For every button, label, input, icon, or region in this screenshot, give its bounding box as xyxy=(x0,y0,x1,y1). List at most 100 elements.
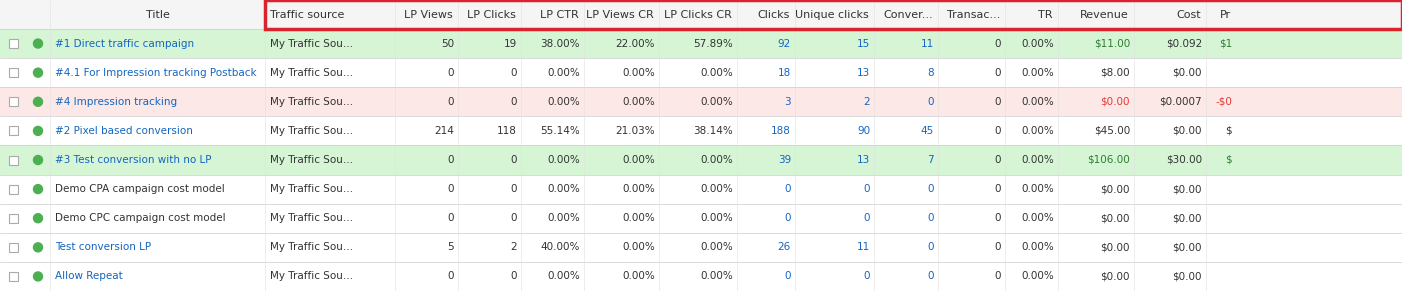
Text: #4 Impression tracking: #4 Impression tracking xyxy=(55,97,177,107)
Text: 0.00%: 0.00% xyxy=(1021,155,1054,165)
Text: 2: 2 xyxy=(510,242,517,252)
Text: 188: 188 xyxy=(771,126,791,136)
Text: #1 Direct traffic campaign: #1 Direct traffic campaign xyxy=(55,38,193,49)
Bar xyxy=(265,0,1402,29)
Text: #2 Pixel based conversion: #2 Pixel based conversion xyxy=(55,126,193,136)
FancyBboxPatch shape xyxy=(8,243,17,252)
Text: $106.00: $106.00 xyxy=(1087,155,1130,165)
Circle shape xyxy=(34,97,42,106)
Text: $11.00: $11.00 xyxy=(1094,38,1130,49)
FancyBboxPatch shape xyxy=(8,272,17,281)
Text: 0.00%: 0.00% xyxy=(547,213,580,223)
Circle shape xyxy=(34,184,42,194)
Text: 0.00%: 0.00% xyxy=(700,155,733,165)
Text: 57.89%: 57.89% xyxy=(693,38,733,49)
Text: Test conversion LP: Test conversion LP xyxy=(55,242,151,252)
Text: My Traffic Sou...: My Traffic Sou... xyxy=(271,272,353,281)
Text: 38.00%: 38.00% xyxy=(541,38,580,49)
Text: My Traffic Sou...: My Traffic Sou... xyxy=(271,97,353,107)
Bar xyxy=(0,58,1402,87)
Bar xyxy=(0,146,1402,175)
Circle shape xyxy=(34,39,42,48)
Text: 40.00%: 40.00% xyxy=(541,242,580,252)
Text: 0: 0 xyxy=(928,97,934,107)
Text: $0.00: $0.00 xyxy=(1101,242,1130,252)
Text: 0.00%: 0.00% xyxy=(1021,184,1054,194)
Text: 21.03%: 21.03% xyxy=(615,126,655,136)
Text: 15: 15 xyxy=(857,38,871,49)
Text: 0: 0 xyxy=(447,184,454,194)
Text: LP Views: LP Views xyxy=(404,10,453,19)
Bar xyxy=(0,262,1402,291)
Text: 19: 19 xyxy=(503,38,517,49)
Text: $0.00: $0.00 xyxy=(1101,272,1130,281)
Text: 0.00%: 0.00% xyxy=(622,97,655,107)
Text: $0.00: $0.00 xyxy=(1101,213,1130,223)
Text: 0.00%: 0.00% xyxy=(547,272,580,281)
Text: 0.00%: 0.00% xyxy=(547,97,580,107)
Text: Pr: Pr xyxy=(1220,10,1231,19)
Text: 92: 92 xyxy=(778,38,791,49)
Text: 0: 0 xyxy=(447,155,454,165)
Text: $0.092: $0.092 xyxy=(1165,38,1202,49)
Text: 90: 90 xyxy=(857,126,871,136)
Bar xyxy=(0,29,1402,58)
Text: 0: 0 xyxy=(447,97,454,107)
Text: Traffic source: Traffic source xyxy=(271,10,345,19)
Text: 5: 5 xyxy=(447,242,454,252)
Circle shape xyxy=(34,243,42,252)
Text: 11: 11 xyxy=(921,38,934,49)
Text: 0: 0 xyxy=(510,272,517,281)
Bar xyxy=(0,233,1402,262)
Bar xyxy=(0,0,1402,29)
Text: LP CTR: LP CTR xyxy=(540,10,579,19)
Text: 0: 0 xyxy=(864,213,871,223)
Text: 0.00%: 0.00% xyxy=(700,242,733,252)
Text: 0: 0 xyxy=(510,97,517,107)
Text: 22.00%: 22.00% xyxy=(615,38,655,49)
Text: $0.00: $0.00 xyxy=(1172,68,1202,78)
Text: 0.00%: 0.00% xyxy=(1021,38,1054,49)
Text: 55.14%: 55.14% xyxy=(540,126,580,136)
Text: 26: 26 xyxy=(778,242,791,252)
Text: Unique clicks: Unique clicks xyxy=(795,10,869,19)
Text: 3: 3 xyxy=(784,97,791,107)
Text: 0.00%: 0.00% xyxy=(622,242,655,252)
Text: Clicks: Clicks xyxy=(757,10,789,19)
Text: My Traffic Sou...: My Traffic Sou... xyxy=(271,155,353,165)
Text: My Traffic Sou...: My Traffic Sou... xyxy=(271,38,353,49)
Text: 0: 0 xyxy=(510,213,517,223)
Text: 0: 0 xyxy=(785,213,791,223)
Bar xyxy=(0,87,1402,116)
Text: $0.00: $0.00 xyxy=(1172,242,1202,252)
Text: LP Views CR: LP Views CR xyxy=(586,10,653,19)
Text: 0: 0 xyxy=(994,97,1001,107)
Text: 39: 39 xyxy=(778,155,791,165)
FancyBboxPatch shape xyxy=(8,68,17,77)
Text: Cost: Cost xyxy=(1176,10,1202,19)
Text: 0: 0 xyxy=(864,184,871,194)
Text: TR: TR xyxy=(1039,10,1053,19)
Text: $: $ xyxy=(1225,155,1232,165)
Text: 18: 18 xyxy=(778,68,791,78)
Text: My Traffic Sou...: My Traffic Sou... xyxy=(271,213,353,223)
Text: 0: 0 xyxy=(864,272,871,281)
Text: 11: 11 xyxy=(857,242,871,252)
Text: $0.00: $0.00 xyxy=(1101,184,1130,194)
Text: 0.00%: 0.00% xyxy=(547,68,580,78)
Text: 0.00%: 0.00% xyxy=(1021,272,1054,281)
Text: Demo CPC campaign cost model: Demo CPC campaign cost model xyxy=(55,213,226,223)
Text: 0.00%: 0.00% xyxy=(1021,97,1054,107)
Text: 0.00%: 0.00% xyxy=(1021,242,1054,252)
Text: 0.00%: 0.00% xyxy=(700,213,733,223)
Text: 0: 0 xyxy=(928,242,934,252)
Text: 0.00%: 0.00% xyxy=(1021,126,1054,136)
Text: Conver...: Conver... xyxy=(883,10,932,19)
Text: 7: 7 xyxy=(927,155,934,165)
Text: 0: 0 xyxy=(510,155,517,165)
Text: 0.00%: 0.00% xyxy=(700,272,733,281)
Text: -$0: -$0 xyxy=(1216,97,1232,107)
Text: 0: 0 xyxy=(928,184,934,194)
Text: 0: 0 xyxy=(510,184,517,194)
Text: $45.00: $45.00 xyxy=(1094,126,1130,136)
